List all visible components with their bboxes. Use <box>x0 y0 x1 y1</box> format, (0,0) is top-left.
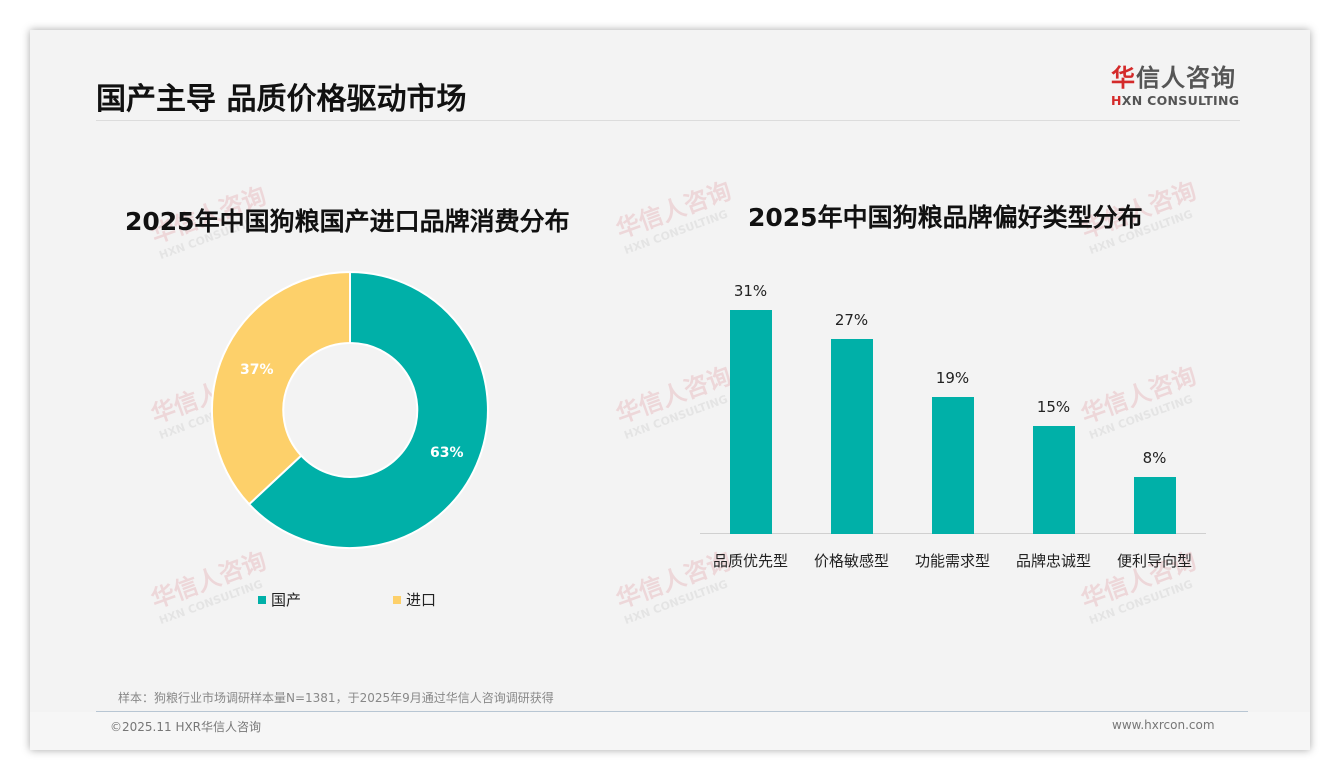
legend-item-import: 进口 <box>393 589 436 610</box>
donut-chart: 37% 63% <box>210 270 490 550</box>
legend-swatch-yellow-icon <box>393 595 401 604</box>
bar-value-label: 19% <box>935 369 970 387</box>
bar-category-label: 品质优先型 <box>712 552 788 570</box>
bar-brand-loyal <box>1033 426 1075 534</box>
footer-divider <box>96 711 1248 712</box>
bar-category-label: 便利导向型 <box>1116 552 1192 570</box>
bar-value-label: 31% <box>733 282 768 300</box>
bar-category-label: 品牌忠诚型 <box>1015 552 1091 570</box>
slice-label-import: 37% <box>240 362 274 378</box>
company-logo: 华信人咨询 HXN CONSULTING <box>1111 64 1240 108</box>
bar-chart-title: 2025年中国狗粮品牌偏好类型分布 <box>748 203 1143 232</box>
legend-item-domestic: 国产 <box>258 589 301 610</box>
footer: ©2025.11 HXR华信人咨询 www.hxrcon.com <box>30 712 1310 750</box>
watermark: 华信人咨询 HXN CONSULTING <box>147 546 270 628</box>
bar-category-label: 功能需求型 <box>914 552 990 570</box>
bar-functional-need <box>932 397 974 534</box>
slide: 华信人咨询 HXN CONSULTING 华信人咨询 HXN CONSULTING … <box>30 30 1310 750</box>
watermark: 华信人咨询 HXN CONSULTING <box>612 176 735 258</box>
sample-note: 样本：狗粮行业市场调研样本量N=1381，于2025年9月通过华信人咨询调研获得 <box>118 691 554 705</box>
donut-slice-import <box>210 270 351 506</box>
legend-swatch-teal-icon <box>258 595 266 604</box>
website-link[interactable]: www.hxrcon.com <box>1112 718 1215 732</box>
donut-slice-domestic <box>247 270 489 549</box>
header-divider <box>96 120 1240 121</box>
bar-convenience <box>1134 477 1176 534</box>
page-title: 国产主导 品质价格驱动市场 <box>96 82 467 117</box>
slice-label-domestic: 63% <box>430 445 464 461</box>
bar-price-sensitive <box>831 339 873 534</box>
copyright: ©2025.11 HXR华信人咨询 <box>110 720 262 734</box>
bar-value-label: 27% <box>834 311 869 329</box>
bar-value-label: 8% <box>1142 449 1167 467</box>
donut-chart-title: 2025年中国狗粮国产进口品牌消费分布 <box>125 207 570 236</box>
bar-quality-first <box>730 310 772 534</box>
bar-value-label: 15% <box>1036 398 1071 416</box>
bar-chart: 31% 31% 品质优先型 27% 价格敏感型 19% 功能需求型 15% 品牌… <box>700 280 1206 570</box>
bar-category-label: 价格敏感型 <box>813 552 889 570</box>
